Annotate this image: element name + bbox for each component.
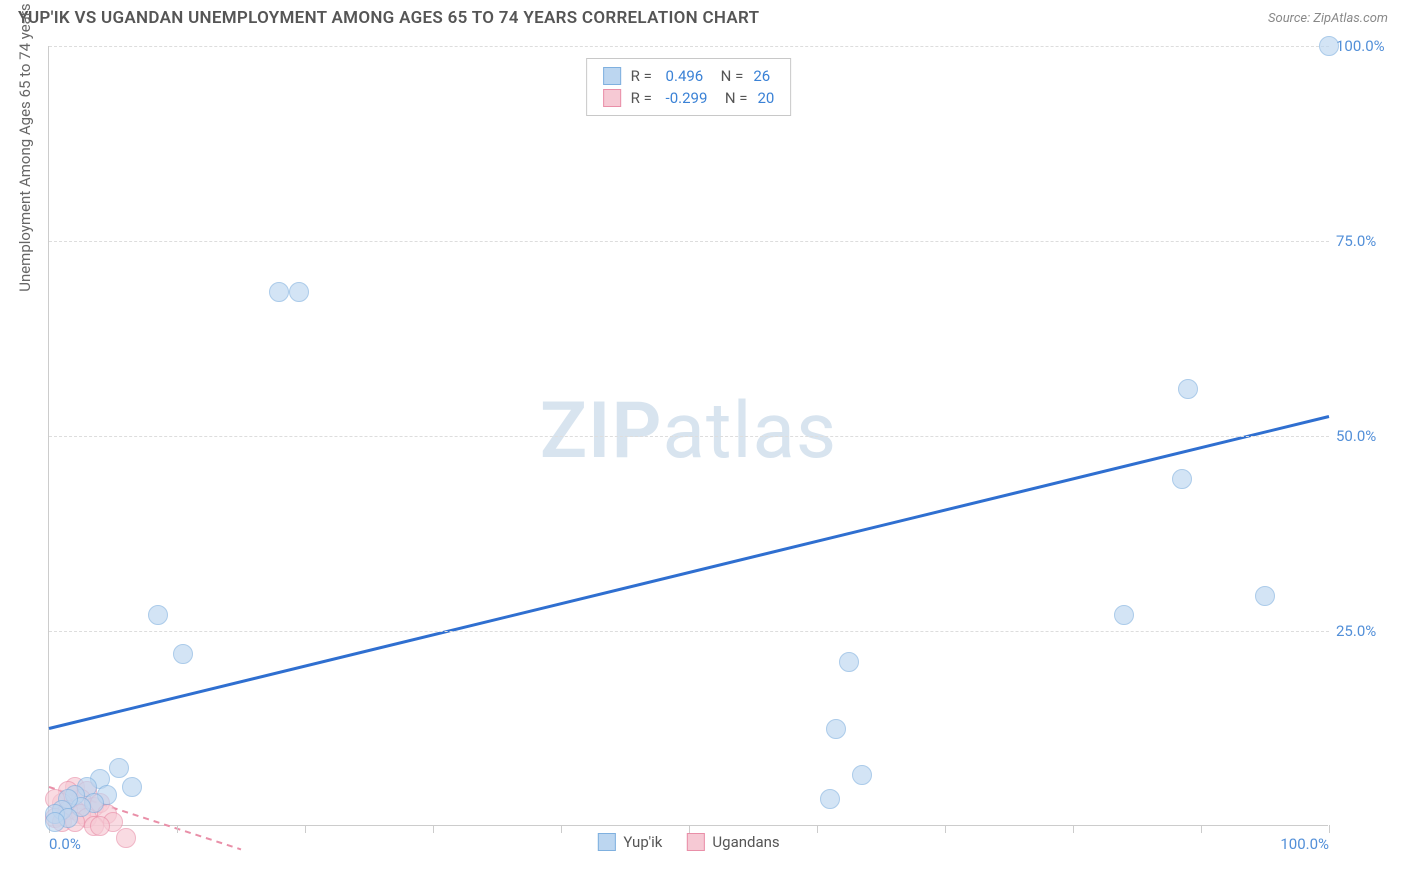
scatter-point: [1114, 605, 1134, 625]
scatter-point: [1178, 379, 1198, 399]
xtick: [433, 825, 434, 833]
legend-swatch-yupik: [597, 833, 615, 851]
scatter-point: [109, 758, 129, 778]
scatter-point: [269, 282, 289, 302]
gridline-h: [49, 46, 1329, 47]
legend-swatch-ugandans: [686, 833, 704, 851]
legend-label-ugandans: Ugandans: [712, 833, 779, 851]
swatch-yupik: [603, 67, 621, 85]
xtick: [305, 825, 306, 833]
stats-r-label: R =: [631, 89, 656, 107]
xtick-label: 0.0%: [49, 835, 81, 853]
scatter-point: [45, 812, 65, 832]
ytick-label: 25.0%: [1328, 622, 1388, 640]
stats-n-value-ugandans: 20: [757, 89, 774, 107]
scatter-point: [1172, 469, 1192, 489]
stats-r-value-yupik: 0.496: [666, 67, 704, 85]
scatter-point: [839, 652, 859, 672]
xtick: [177, 825, 178, 833]
chart-container: Unemployment Among Ages 65 to 74 years Z…: [48, 46, 1388, 856]
xtick: [817, 825, 818, 833]
bottom-legend: Yup'ik Ugandans: [597, 833, 779, 851]
stats-r-value-ugandans: -0.299: [666, 89, 708, 107]
scatter-point: [852, 765, 872, 785]
gridline-h: [49, 436, 1329, 437]
scatter-point: [148, 605, 168, 625]
scatter-point: [820, 789, 840, 809]
xtick: [561, 825, 562, 833]
chart-source: Source: ZipAtlas.com: [1268, 11, 1388, 26]
ytick-label: 50.0%: [1328, 427, 1388, 445]
xtick: [1329, 825, 1330, 833]
ytick-label: 75.0%: [1328, 232, 1388, 250]
stats-row-yupik: R = 0.496 N = 26: [603, 65, 775, 87]
xtick-label: 100.0%: [1280, 835, 1329, 853]
scatter-point: [1255, 586, 1275, 606]
xtick: [945, 825, 946, 833]
y-axis-label: Unemployment Among Ages 65 to 74 years: [16, 3, 34, 291]
xtick: [1073, 825, 1074, 833]
xtick: [689, 825, 690, 833]
stats-n-label: N =: [717, 89, 747, 107]
gridline-h: [49, 631, 1329, 632]
legend-item-ugandans: Ugandans: [686, 833, 779, 851]
trendline: [49, 417, 1329, 729]
stats-row-ugandans: R = -0.299 N = 20: [603, 87, 775, 109]
stats-r-label: R =: [631, 67, 656, 85]
gridline-h: [49, 241, 1329, 242]
scatter-point: [116, 828, 136, 848]
legend-label-yupik: Yup'ik: [623, 833, 662, 851]
stats-n-value-yupik: 26: [753, 67, 770, 85]
plot-area: ZIPatlas R = 0.496 N = 26 R = -0.299 N =…: [48, 46, 1328, 826]
stats-n-label: N =: [713, 67, 743, 85]
scatter-point: [289, 282, 309, 302]
scatter-point: [173, 644, 193, 664]
chart-title: YUP'IK VS UGANDAN UNEMPLOYMENT AMONG AGE…: [18, 8, 759, 28]
swatch-ugandans: [603, 89, 621, 107]
xtick: [1201, 825, 1202, 833]
scatter-point: [826, 719, 846, 739]
chart-header: YUP'IK VS UGANDAN UNEMPLOYMENT AMONG AGE…: [0, 0, 1406, 34]
scatter-point: [90, 816, 110, 836]
scatter-point: [122, 777, 142, 797]
legend-item-yupik: Yup'ik: [597, 833, 662, 851]
stats-box: R = 0.496 N = 26 R = -0.299 N = 20: [586, 58, 792, 116]
scatter-point: [1319, 36, 1339, 56]
